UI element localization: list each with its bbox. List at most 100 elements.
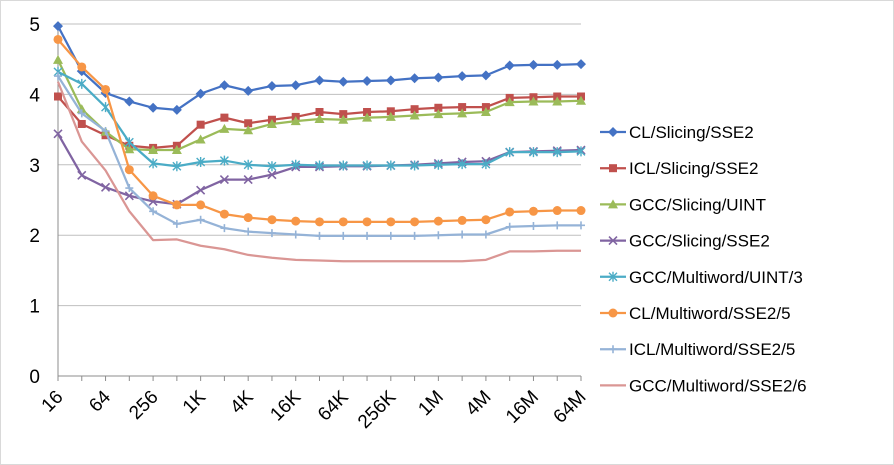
series-6 — [54, 72, 585, 240]
x-tick-label: 64M — [550, 387, 591, 428]
data-point — [409, 73, 420, 84]
data-point — [291, 159, 301, 170]
data-point — [219, 209, 229, 219]
data-point — [338, 76, 349, 87]
data-point — [457, 71, 468, 82]
data-point — [505, 207, 515, 217]
x-tick-label: 16 — [38, 387, 68, 417]
data-point — [219, 175, 229, 185]
legend-label: GCC/Slicing/UINT — [629, 195, 766, 214]
data-point — [480, 107, 491, 116]
series-line — [56, 59, 582, 152]
data-point — [458, 230, 467, 239]
data-point — [504, 97, 515, 107]
data-point — [529, 222, 538, 231]
x-tick-label: 4M — [462, 387, 496, 421]
legend-label: ICL/Slicing/SSE2 — [629, 159, 758, 178]
data-point — [481, 159, 491, 170]
x-tick-label: 1K — [179, 386, 211, 418]
legend-entry: GCC/Multiword/UINT/3 — [600, 268, 803, 287]
data-point — [101, 84, 111, 94]
legend-entry: CL/Multiword/SSE2/5 — [600, 304, 791, 323]
data-point — [243, 175, 253, 185]
legend-entry: ICL/Multiword/SSE2/5 — [600, 340, 795, 359]
data-point — [219, 80, 230, 91]
data-point — [77, 78, 87, 89]
data-point — [171, 104, 182, 115]
data-point — [553, 221, 562, 230]
legend-entry: GCC/Multiword/SSE2/6 — [600, 376, 807, 395]
data-point — [362, 160, 372, 171]
data-point — [172, 219, 181, 228]
data-point — [528, 147, 538, 158]
data-point — [219, 155, 229, 166]
data-point — [528, 96, 539, 106]
legend-marker — [608, 308, 618, 318]
x-tick-label: 256 — [125, 387, 162, 424]
data-point — [291, 216, 301, 226]
y-tick-label: 3 — [29, 156, 40, 177]
data-point — [576, 59, 586, 70]
legend-marker — [608, 271, 618, 282]
data-point — [101, 102, 111, 113]
data-point — [53, 21, 63, 32]
legend-label: CL/Multiword/SSE2/5 — [629, 304, 791, 323]
data-point — [480, 70, 491, 81]
data-point — [457, 159, 467, 170]
data-point — [314, 75, 325, 86]
legend-label: CL/Slicing/SSE2 — [629, 123, 754, 142]
data-point — [244, 119, 253, 128]
data-point — [196, 156, 206, 167]
legend-marker — [608, 236, 618, 246]
data-point — [291, 230, 300, 239]
data-point — [100, 182, 111, 192]
data-point — [552, 206, 562, 216]
data-point — [266, 118, 277, 128]
x-tick-label: 16M — [502, 387, 543, 428]
data-point — [363, 108, 372, 116]
data-point — [362, 217, 372, 227]
data-point — [339, 231, 348, 240]
data-point — [362, 112, 373, 122]
data-point — [385, 111, 396, 121]
data-point — [243, 125, 254, 135]
data-point — [505, 222, 514, 231]
data-point — [77, 109, 86, 118]
legend-marker — [609, 345, 617, 354]
data-point — [124, 144, 135, 154]
data-point — [124, 165, 134, 175]
data-point — [77, 119, 86, 128]
data-point — [577, 221, 585, 230]
data-point — [196, 215, 205, 224]
data-point — [315, 160, 324, 171]
data-point — [410, 105, 419, 114]
x-tick-label: 16K — [267, 386, 306, 425]
data-point — [77, 170, 87, 180]
series-5 — [53, 34, 586, 227]
data-point — [433, 159, 443, 170]
data-point — [386, 231, 395, 240]
data-point — [386, 160, 396, 171]
data-point — [458, 103, 467, 112]
data-point — [434, 231, 443, 240]
data-point — [290, 116, 301, 126]
data-point — [172, 200, 182, 210]
data-point — [172, 161, 182, 172]
data-point — [433, 216, 443, 226]
data-point — [409, 110, 420, 120]
data-point — [244, 227, 253, 236]
data-point — [338, 217, 348, 227]
data-point — [528, 59, 539, 70]
x-tick-label: 4K — [226, 386, 258, 418]
data-point — [457, 215, 467, 225]
data-point — [481, 230, 490, 239]
x-axis-tick-labels: 16 64 256 1K 4K 16K 64K 256K 1M 4M 16M 64M — [38, 386, 591, 433]
series-line — [57, 25, 582, 112]
series-line — [56, 81, 581, 263]
data-point — [290, 80, 301, 91]
x-tick-label: 64 — [85, 386, 115, 416]
data-point — [266, 80, 277, 91]
data-point — [195, 134, 206, 144]
legend: CL/Slicing/SSE2 ICL/Slicing/SSE2 GCC/Slici… — [600, 123, 807, 395]
